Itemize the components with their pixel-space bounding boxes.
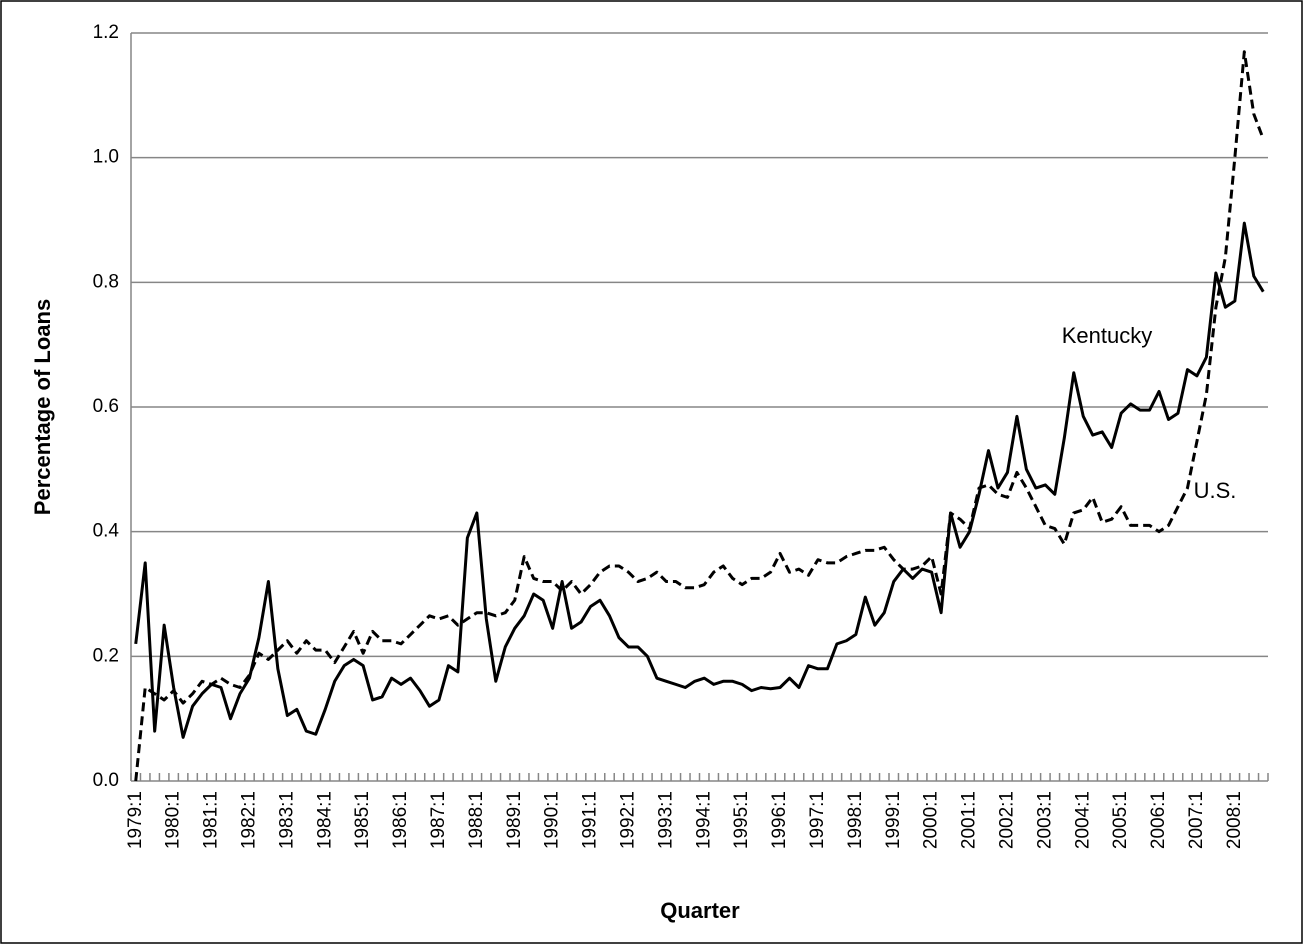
x-tick-label: 2003:1 <box>1034 791 1055 849</box>
x-tick-label: 1998:1 <box>845 791 866 849</box>
x-tick-label: 2000:1 <box>921 791 942 849</box>
x-tick-label: 1999:1 <box>883 791 904 849</box>
series-label: U.S. <box>1194 478 1237 503</box>
x-tick-label: 1995:1 <box>731 791 752 849</box>
x-tick-label: 1988:1 <box>466 791 487 849</box>
x-tick-label: 1993:1 <box>655 791 676 849</box>
x-tick-label: 1984:1 <box>314 791 335 849</box>
x-tick-label: 2005:1 <box>1110 791 1131 849</box>
x-tick-label: 1983:1 <box>276 791 297 849</box>
x-tick-label: 2007:1 <box>1186 791 1207 849</box>
x-tick-label: 1980:1 <box>163 791 184 849</box>
y-tick-label: 0.2 <box>93 645 119 666</box>
y-tick-label: 1.2 <box>93 22 119 43</box>
x-tick-label: 2006:1 <box>1148 791 1169 849</box>
x-tick-label: 2008:1 <box>1224 791 1245 849</box>
x-tick-label: 1991:1 <box>580 791 601 849</box>
x-tick-label: 1987:1 <box>428 791 449 849</box>
x-tick-label: 1996:1 <box>769 791 790 849</box>
x-tick-label: 1986:1 <box>390 791 411 849</box>
x-tick-label: 1979:1 <box>125 791 146 849</box>
x-tick-label: 2004:1 <box>1072 791 1093 849</box>
series-label: Kentucky <box>1062 323 1153 348</box>
y-tick-label: 1.0 <box>93 147 119 168</box>
y-tick-label: 0.4 <box>93 521 120 542</box>
y-tick-label: 0.0 <box>93 770 119 791</box>
x-tick-label: 1994:1 <box>693 791 714 849</box>
y-tick-label: 0.8 <box>93 271 119 292</box>
x-tick-label: 1981:1 <box>201 791 222 849</box>
x-tick-label: 1992:1 <box>617 791 638 849</box>
x-tick-label: 2001:1 <box>959 791 980 849</box>
x-tick-label: 1982:1 <box>238 791 259 849</box>
x-tick-label: 2002:1 <box>996 791 1017 849</box>
x-tick-label: 1989:1 <box>504 791 525 849</box>
series-line <box>134 50 1265 782</box>
x-axis-title: Quarter <box>660 898 740 923</box>
series-line <box>134 221 1265 739</box>
x-tick-label: 1990:1 <box>542 791 563 849</box>
x-tick-label: 1997:1 <box>807 791 828 849</box>
x-tick-label: 1985:1 <box>352 791 373 849</box>
y-axis-title: Percentage of Loans <box>30 299 55 515</box>
y-tick-label: 0.6 <box>93 396 119 417</box>
